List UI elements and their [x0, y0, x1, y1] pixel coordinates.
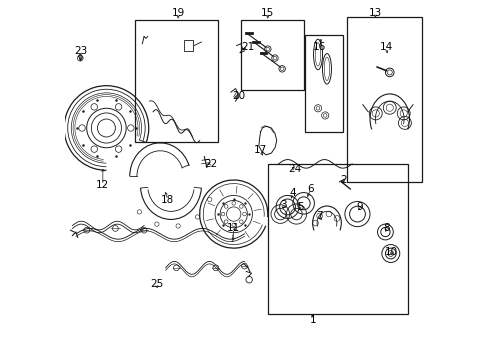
Bar	[241, 21, 303, 90]
Text: 21: 21	[241, 42, 254, 52]
Text: 17: 17	[253, 144, 267, 154]
Text: 4: 4	[289, 188, 296, 198]
Text: 25: 25	[150, 279, 163, 289]
Text: 19: 19	[171, 8, 184, 18]
Text: 11: 11	[226, 224, 240, 233]
Text: 2: 2	[339, 175, 346, 185]
Text: 13: 13	[368, 8, 381, 18]
Text: 24: 24	[287, 164, 301, 174]
Text: 10: 10	[384, 247, 397, 257]
Text: 23: 23	[75, 46, 88, 56]
Text: 9: 9	[355, 202, 362, 212]
Text: 8: 8	[382, 224, 388, 233]
Bar	[346, 17, 421, 182]
Text: 16: 16	[312, 42, 326, 52]
Bar	[305, 35, 343, 132]
Bar	[183, 40, 192, 51]
Text: 5: 5	[296, 202, 303, 212]
Text: 14: 14	[379, 42, 392, 52]
Text: 18: 18	[161, 195, 174, 205]
Text: 3: 3	[280, 200, 286, 210]
Text: 1: 1	[309, 315, 315, 325]
Text: 12: 12	[96, 180, 109, 190]
Text: 15: 15	[261, 8, 274, 18]
Text: 20: 20	[232, 91, 245, 101]
Text: 22: 22	[203, 159, 217, 169]
Text: 6: 6	[307, 184, 313, 194]
Bar	[135, 21, 217, 142]
Text: 7: 7	[316, 211, 323, 221]
Bar	[267, 164, 407, 315]
